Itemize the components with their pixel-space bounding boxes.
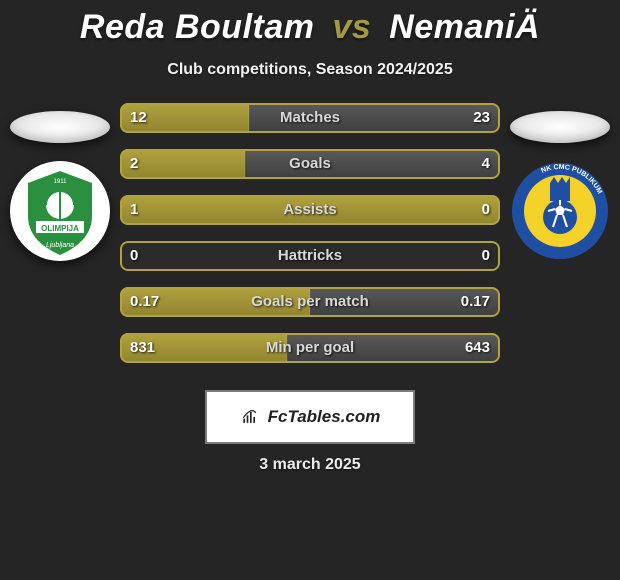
stat-bar-outline [120,241,500,271]
date-text: 3 march 2025 [0,456,620,474]
stat-bar-left [120,195,500,225]
svg-text:OLIMPIJA: OLIMPIJA [41,224,79,233]
stat-bar-left [120,333,287,363]
stat-row: 0.170.17Goals per match [120,287,500,317]
stat-bar-left [120,241,121,271]
svg-text:Ljubljana: Ljubljana [46,242,74,249]
stat-bar-left [120,149,245,179]
left-column: OLIMPIJA Ljubljana 1911 [0,103,120,261]
stat-value-right: 0 [482,241,490,271]
page-title: Reda Boultam vs NemaniÄ [0,0,620,47]
olimpija-badge-icon: OLIMPIJA Ljubljana 1911 [10,161,110,261]
stat-row: 0 0Hattricks [120,241,500,271]
footer-brand-text: FcTables.com [268,407,381,427]
right-column: NK CMC PUBLIKUM [500,103,620,261]
publikum-badge-icon: NK CMC PUBLIKUM [510,161,610,261]
footer-brand-box[interactable]: FcTables.com [205,390,415,444]
stat-row: 10Assists [120,195,500,225]
stat-bar-right [287,333,500,363]
stat-row: 1223Matches [120,103,500,133]
stat-bar-right [499,241,500,271]
right-team-badge: NK CMC PUBLIKUM [510,161,610,261]
left-team-badge: OLIMPIJA Ljubljana 1911 [10,161,110,261]
player1-name: Reda Boultam [80,8,315,46]
svg-text:1911: 1911 [54,179,68,185]
stat-value-left: 0 [130,241,138,271]
player2-name: NemaniÄ [389,8,540,46]
stat-bar-left [120,287,310,317]
stat-row: 831643Min per goal [120,333,500,363]
left-player-photo-placeholder [10,111,110,143]
stat-bar-right [499,195,500,225]
vs-text: vs [332,8,371,46]
fctables-logo-icon [240,407,260,427]
stat-bar-right [245,149,500,179]
right-player-photo-placeholder [510,111,610,143]
stat-bar-left [120,103,249,133]
stat-bar-right [249,103,500,133]
stat-bar-right [310,287,500,317]
subtitle: Club competitions, Season 2024/2025 [0,61,620,79]
stats-bars: 1223Matches 24Goals 10Assists 0 0Hattricks 0.… [120,103,500,379]
stat-row: 24Goals [120,149,500,179]
stat-label: Hattricks [120,241,500,271]
